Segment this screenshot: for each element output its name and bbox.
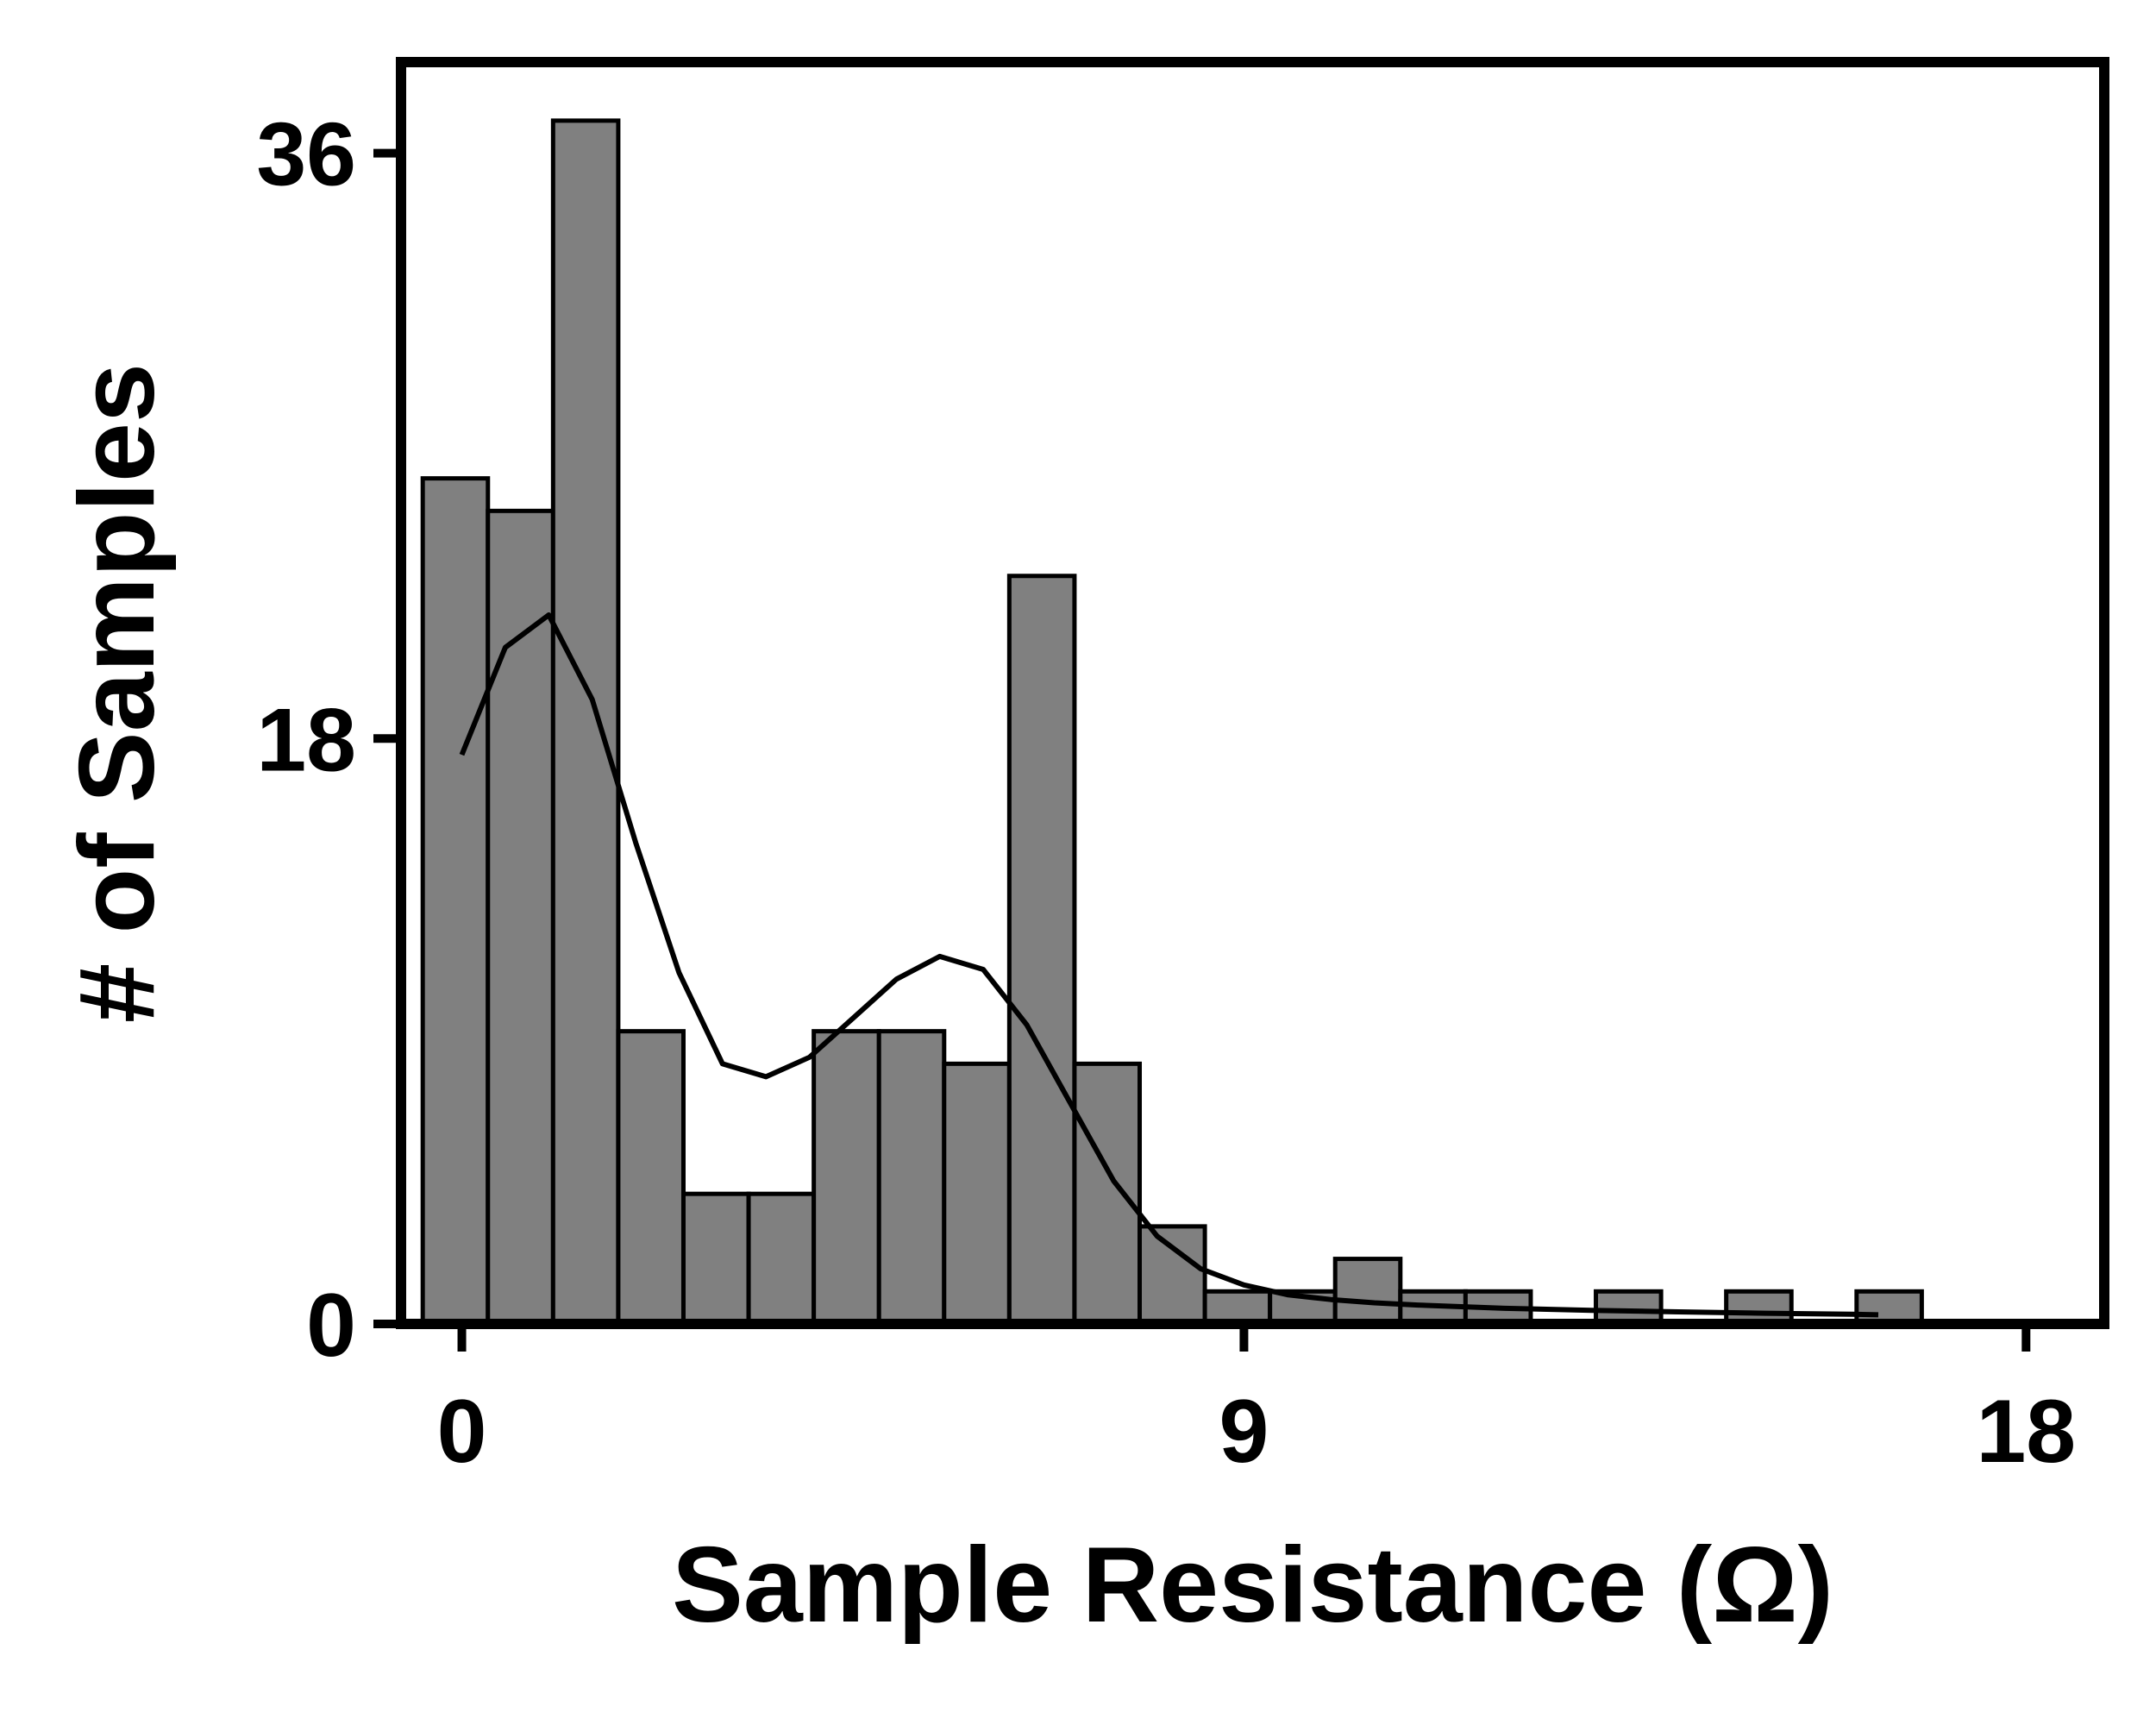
histogram-bar: [812, 1029, 881, 1327]
x-tick-label: 9: [1219, 1382, 1269, 1482]
plot-area-frame: [396, 57, 2109, 1329]
y-axis-title: # of Samples: [58, 363, 177, 1023]
histogram-bar: [942, 1061, 1012, 1327]
histogram-bar: [486, 508, 555, 1327]
density-curve-layer: [459, 612, 1879, 1318]
axis-ticks: 0 9 18 0 18 36: [256, 105, 2076, 1482]
histogram-bar: [616, 1029, 686, 1327]
histogram-bars: [420, 118, 1924, 1327]
histogram-bar: [680, 1191, 751, 1327]
histogram-bar: [420, 476, 491, 1327]
y-tick-label: 18: [256, 690, 356, 790]
y-tick-label: 36: [256, 105, 356, 205]
histogram-bar: [550, 118, 621, 1327]
histogram-bar: [1072, 1061, 1143, 1327]
x-tick-label: 0: [437, 1382, 487, 1482]
histogram-bar: [1332, 1257, 1403, 1327]
histogram-bar: [876, 1029, 947, 1327]
x-axis-title: Sample Resistance (Ω): [672, 1526, 1833, 1645]
histogram-bar: [1138, 1224, 1207, 1327]
histogram-bar: [1724, 1289, 1794, 1327]
y-tick-label: 0: [306, 1276, 356, 1376]
histogram-bar: [1006, 574, 1077, 1327]
histogram-bar: [746, 1191, 817, 1327]
density-curve: [459, 612, 1879, 1318]
x-tick-label: 18: [1976, 1382, 2076, 1482]
